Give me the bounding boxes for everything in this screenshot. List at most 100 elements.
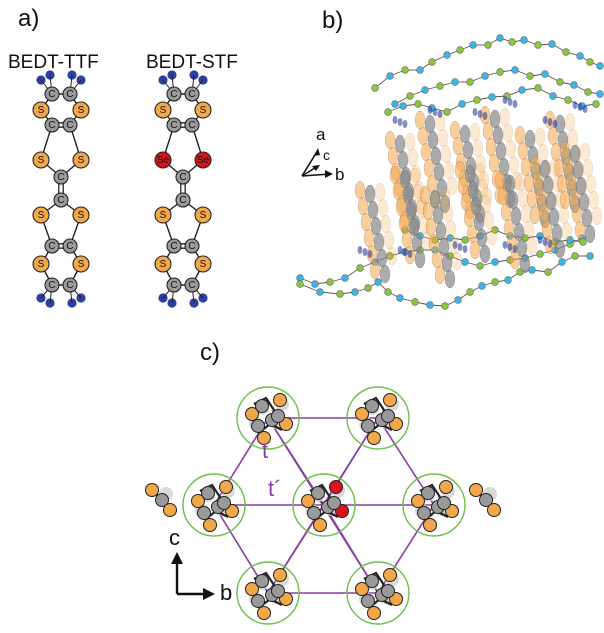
anion-atom bbox=[466, 78, 474, 86]
anion-atom bbox=[534, 84, 542, 92]
sulfur-atom bbox=[154, 255, 172, 273]
hydrogen-cluster bbox=[577, 103, 583, 111]
carbon-atom bbox=[327, 496, 341, 510]
atom-symbol: C bbox=[170, 89, 177, 100]
sulfur-atom bbox=[194, 206, 212, 224]
anion-atom bbox=[496, 68, 504, 76]
donor-carbon-ellipse bbox=[470, 196, 482, 216]
sulfur-atom bbox=[194, 101, 212, 119]
sulfur-atom bbox=[313, 518, 327, 532]
carbon-atom bbox=[251, 594, 265, 608]
donor-carbon-ellipse bbox=[459, 124, 471, 144]
sulfur-atom bbox=[154, 101, 172, 119]
donor-sulfur-ellipse bbox=[529, 155, 541, 175]
anion-atom bbox=[570, 81, 578, 89]
sulfur-atom bbox=[383, 393, 397, 407]
sulfur-atom bbox=[32, 255, 50, 273]
carbon-atom bbox=[166, 277, 182, 293]
atom-symbol: S bbox=[200, 210, 207, 221]
panel-label-b: b) bbox=[322, 7, 343, 34]
donor-carbon-ellipse bbox=[575, 176, 587, 196]
hydrogen-cluster bbox=[362, 248, 368, 256]
anion-atom bbox=[579, 238, 587, 246]
molecule-title-bedt-stf: BEDT-STF bbox=[146, 52, 238, 73]
sulfur-atom bbox=[439, 480, 453, 494]
hydrogen-cluster bbox=[507, 243, 513, 251]
sulfur-atom bbox=[72, 151, 90, 169]
atom-symbol: C bbox=[188, 280, 195, 291]
atom-symbol: S bbox=[78, 210, 85, 221]
carbon-atom bbox=[166, 238, 182, 254]
hydrogen-cluster bbox=[437, 110, 443, 118]
sulfur-atom bbox=[257, 606, 271, 620]
hydrogen-cluster bbox=[367, 250, 373, 258]
atom-symbol: C bbox=[48, 89, 55, 100]
anion-atom bbox=[421, 86, 429, 94]
donor-sulfur-ellipse bbox=[389, 165, 401, 185]
carbon-atom bbox=[365, 574, 379, 588]
hydrogen-cluster bbox=[502, 241, 508, 249]
anion-atom bbox=[586, 252, 594, 260]
sulfur-atom bbox=[257, 431, 271, 445]
donor-sulfur-ellipse-far bbox=[374, 182, 386, 202]
donor-carbon-ellipse bbox=[427, 130, 439, 150]
anion-atom bbox=[564, 96, 572, 104]
donor-sulfur-ellipse-far bbox=[472, 138, 484, 158]
donor-carbon-ellipse bbox=[489, 109, 501, 129]
donor-carbon-ellipse bbox=[542, 175, 554, 195]
donor-carbon-ellipse bbox=[439, 194, 451, 214]
donor-carbon-ellipse bbox=[432, 205, 444, 225]
carbon-atom bbox=[251, 419, 265, 433]
axis-arrowhead-c-vertical bbox=[171, 552, 183, 564]
donor-sulfur-ellipse-far bbox=[380, 214, 392, 234]
donor-carbon-ellipse bbox=[513, 222, 525, 242]
anion-atom bbox=[576, 52, 584, 60]
atom-symbol: C bbox=[57, 172, 64, 183]
hydrogen-cluster bbox=[462, 245, 468, 253]
sulfur-atom bbox=[301, 494, 315, 508]
atom-symbol: C bbox=[66, 120, 73, 131]
hydrogen-cluster bbox=[512, 245, 518, 253]
hydrogen-cluster bbox=[402, 120, 408, 128]
donor-carbon-ellipse bbox=[524, 129, 536, 149]
hydrogen-cluster bbox=[407, 250, 413, 258]
panel-label-a: a) bbox=[18, 5, 39, 32]
sulfur-atom bbox=[72, 255, 90, 273]
hydrogen-cluster bbox=[397, 118, 403, 126]
anion-atom bbox=[461, 258, 469, 266]
anion-atom bbox=[446, 234, 454, 242]
anion-atom bbox=[426, 301, 434, 309]
carbon-atom bbox=[166, 117, 182, 133]
donor-sulfur-ellipse-far bbox=[499, 107, 511, 127]
selenium-atom bbox=[154, 151, 172, 169]
donor-sulfur-ellipse bbox=[514, 125, 526, 145]
atom-symbol: C bbox=[179, 195, 186, 206]
anion-atom bbox=[416, 66, 424, 74]
carbon-atom bbox=[307, 506, 321, 520]
hopping-label-t: t bbox=[262, 438, 268, 463]
donor-sulfur-ellipse-far bbox=[469, 122, 481, 142]
donor-sulfur-ellipse-far bbox=[451, 251, 463, 271]
hydrogen-cluster bbox=[477, 110, 483, 118]
donor-carbon-ellipse bbox=[394, 134, 406, 154]
anion-atom bbox=[491, 258, 499, 266]
hydrogen-cluster bbox=[472, 108, 478, 116]
anion-atom bbox=[536, 250, 544, 258]
anion-atom bbox=[443, 108, 451, 116]
hydrogen-cluster bbox=[402, 248, 408, 256]
donor-carbon-ellipse bbox=[495, 141, 507, 161]
hydrogen-cluster bbox=[547, 240, 553, 248]
donor-carbon-ellipse bbox=[581, 208, 593, 228]
carbon-atom bbox=[166, 86, 182, 102]
carbon-atom bbox=[381, 409, 395, 423]
anion-atom bbox=[518, 86, 526, 94]
anion-atom bbox=[384, 108, 392, 116]
selenium-atom bbox=[329, 480, 343, 494]
sulfur-atom bbox=[32, 101, 50, 119]
atom-symbol: C bbox=[188, 120, 195, 131]
atom-symbol: S bbox=[200, 259, 207, 270]
anion-atom bbox=[414, 100, 422, 108]
anion-atom bbox=[586, 58, 594, 66]
donor-sulfur-ellipse-far bbox=[537, 143, 549, 163]
